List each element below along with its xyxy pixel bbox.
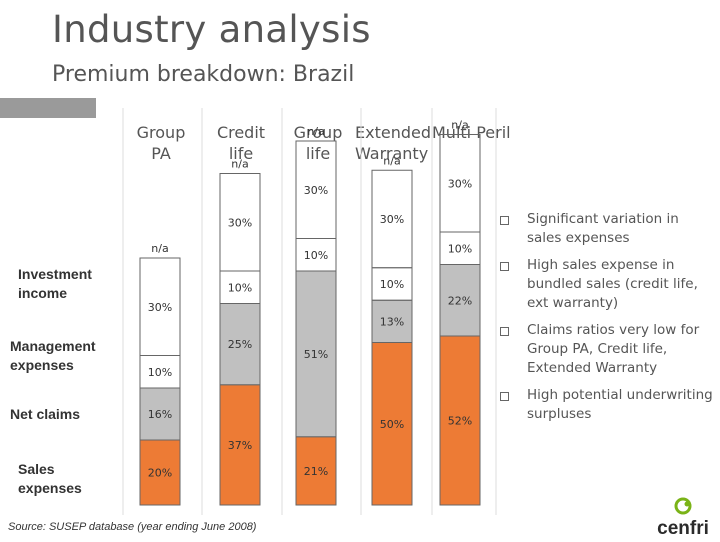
column-header-multi-peril: Multi Peril — [432, 123, 511, 142]
na-label: n/a — [383, 154, 400, 167]
data-label-claims: 16% — [148, 408, 172, 421]
row-label-net-claims: Net claims — [10, 406, 81, 422]
na-label: n/a — [307, 125, 324, 138]
bar-segment-sales — [371, 342, 413, 506]
bullet-list: Significant variation in sales expenses … — [500, 210, 715, 432]
bar-segment-claims — [219, 303, 261, 386]
bullet-text: Significant variation in sales expenses — [527, 211, 679, 246]
square-bullet-icon — [500, 216, 509, 225]
na-label: n/a — [231, 158, 248, 171]
row-label-investment-income: Investment income — [18, 266, 92, 301]
na-label: n/a — [451, 119, 468, 132]
data-label-sales: 20% — [148, 467, 172, 480]
bullet-item: High potential underwriting surpluses — [500, 386, 715, 424]
bar-segment-investment — [295, 140, 337, 239]
bullet-item: Claims ratios very low for Group PA, Cre… — [500, 321, 715, 378]
data-label-investment: 30% — [380, 213, 404, 226]
logo-text: cenfri — [657, 518, 709, 538]
row-label-management-expenses: Management expenses — [10, 338, 96, 373]
data-label-management: 10% — [304, 249, 328, 262]
data-label-investment: 30% — [228, 216, 252, 229]
bar-segment-sales — [219, 384, 261, 506]
data-label-sales: 37% — [228, 439, 252, 452]
bullet-text: Claims ratios very low for Group PA, Cre… — [527, 322, 700, 376]
bar-segment-claims — [139, 387, 181, 441]
data-label-investment: 30% — [148, 301, 172, 314]
stacked-bar-chart: 20% 16% 10% 30% n/a 37% 25% 10% 30% n/a 21% 51% 10% 3… — [122, 108, 497, 515]
data-label-claims: 25% — [228, 338, 252, 351]
bullet-text: High sales expense in bundled sales (cre… — [527, 257, 698, 311]
column-header-group-pa: Group PA — [136, 123, 186, 163]
row-label-sales-expenses: Sales expenses — [18, 461, 82, 496]
bullet-item: Significant variation in sales expenses — [500, 210, 715, 248]
column-header-extended-warranty: Extended Warranty — [355, 123, 431, 163]
bar-segment-claims — [439, 264, 481, 337]
bar-segment-claims — [371, 299, 413, 343]
data-label-investment: 30% — [304, 184, 328, 197]
na-label: n/a — [151, 242, 168, 255]
data-label-claims: 51% — [304, 348, 328, 361]
bar-segment-investment — [219, 173, 261, 272]
data-label-claims: 13% — [380, 315, 404, 328]
data-label-sales: 52% — [448, 415, 472, 428]
bullet-item: High sales expense in bundled sales (cre… — [500, 256, 715, 313]
bar-segment-investment — [439, 134, 481, 233]
data-label-management: 10% — [448, 242, 472, 255]
source-note: Source: SUSEP database (year ending June… — [8, 521, 257, 533]
bar-segment-sales — [439, 335, 481, 506]
data-label-claims: 22% — [448, 294, 472, 307]
data-label-sales: 21% — [304, 465, 328, 478]
column-header-credit-life: Credit life — [216, 123, 266, 163]
bar-segment-investment — [139, 257, 181, 356]
bar-segment-investment — [371, 169, 413, 269]
data-label-management: 10% — [148, 366, 172, 379]
bullet-text: High potential underwriting surpluses — [527, 387, 713, 422]
data-label-sales: 50% — [380, 418, 404, 431]
page-subtitle: Premium breakdown: Brazil — [52, 62, 355, 87]
page-title: Industry analysis — [52, 8, 371, 51]
square-bullet-icon — [500, 262, 509, 271]
column-header-group-life: Group life — [293, 123, 343, 163]
bar-segment-sales — [139, 439, 181, 506]
data-label-management: 10% — [380, 278, 404, 291]
cenfri-logo: cenfri — [648, 496, 718, 539]
square-bullet-icon — [500, 392, 509, 401]
data-label-investment: 30% — [448, 177, 472, 190]
square-bullet-icon — [500, 327, 509, 336]
cenfri-leaf-icon: cenfri — [657, 497, 709, 539]
accent-bar — [0, 98, 96, 118]
data-label-management: 10% — [228, 281, 252, 294]
